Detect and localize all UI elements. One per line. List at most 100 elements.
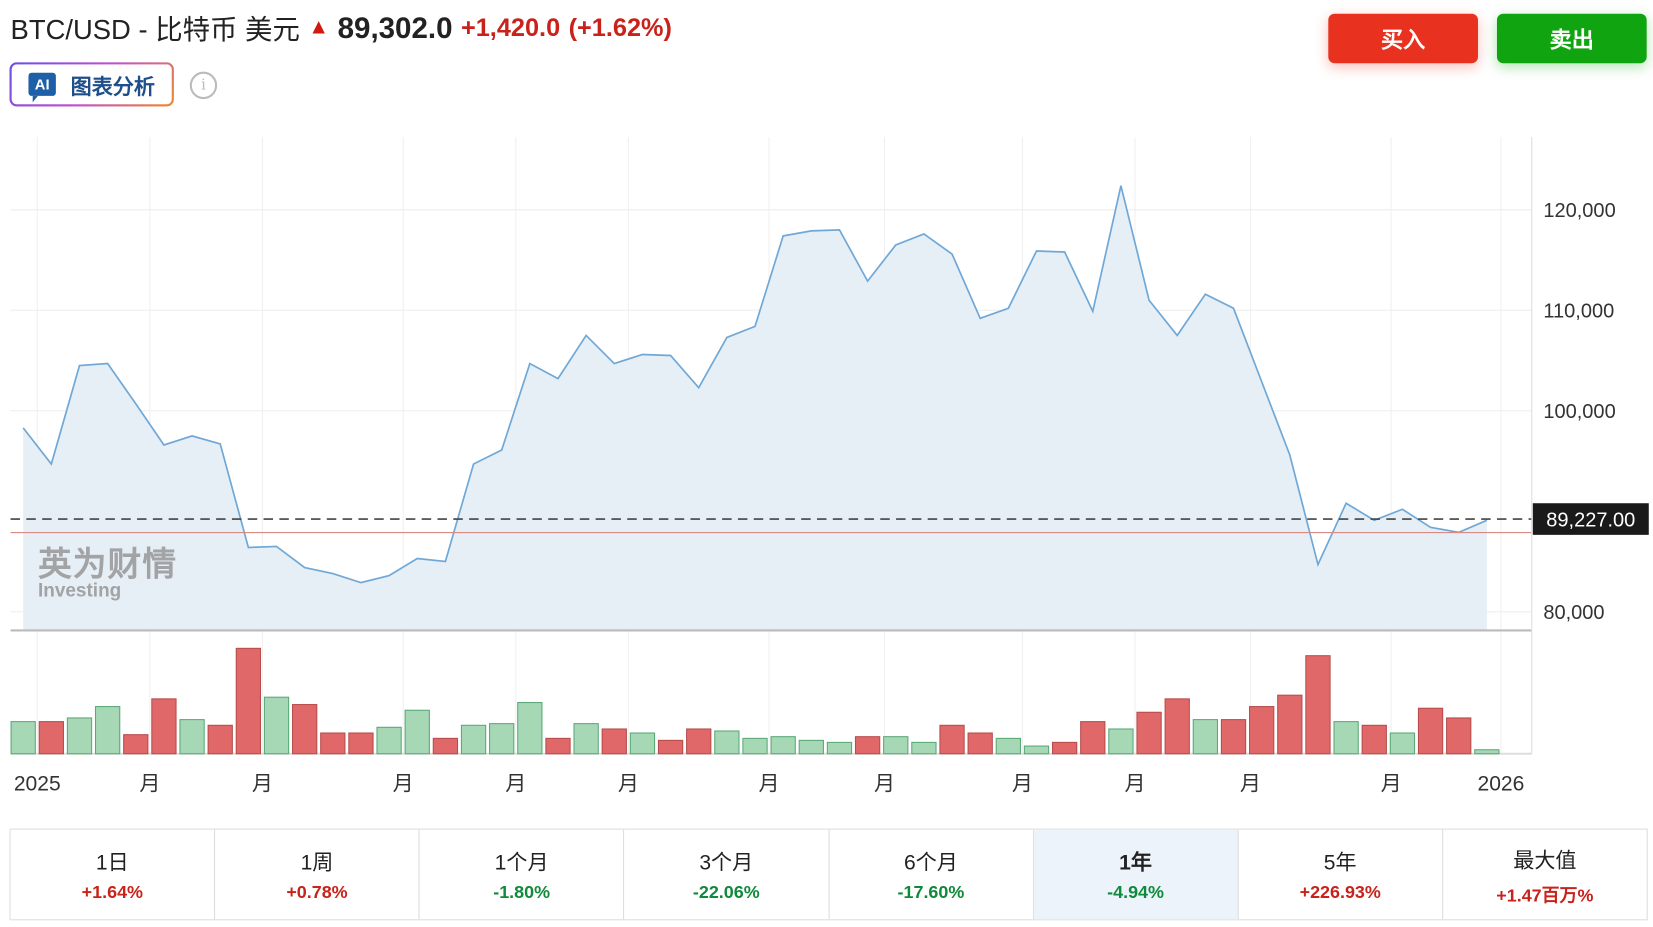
period-tab[interactable]: 1周 +0.78% — [215, 829, 420, 920]
volume-bar — [151, 698, 177, 755]
volume-bar — [94, 706, 121, 755]
volume-bar — [1277, 694, 1303, 755]
volume-bar — [1080, 721, 1106, 755]
period-label: 5年 — [1323, 851, 1357, 875]
volume-bar — [10, 721, 36, 755]
watermark-cn: 英为财情 — [37, 545, 178, 583]
volume-bar — [263, 696, 290, 755]
volume-bar — [517, 702, 543, 755]
volume-bar — [545, 737, 571, 755]
period-change: -17.60% — [897, 882, 965, 903]
period-label: 1个月 — [494, 851, 549, 875]
investing-watermark-logo: 英为财情 Investing — [38, 538, 177, 602]
volume-bar — [1164, 698, 1190, 755]
buy-button[interactable]: 买入 — [1328, 13, 1478, 64]
period-label: 1日 — [95, 851, 129, 875]
period-label: 6个月 — [903, 851, 958, 875]
volume-bar — [1446, 717, 1472, 755]
volume-bar — [657, 739, 684, 755]
volume-bar — [826, 741, 853, 755]
volume-bar — [1136, 711, 1162, 755]
watermark-en: Investing — [38, 580, 177, 602]
volume-bar — [66, 717, 93, 755]
volume-bar — [854, 736, 881, 755]
ai-button-label: 图表分析 — [70, 75, 155, 99]
y-tick-label: 120,000 — [1543, 200, 1615, 222]
x-tick-label: 月 — [618, 773, 639, 796]
volume-bar — [742, 737, 768, 755]
period-change: -22.06% — [692, 882, 760, 903]
period-tab[interactable]: 1个月 -1.80% — [420, 829, 625, 920]
volume-bar — [1389, 732, 1416, 755]
x-tick-label: 月 — [874, 773, 895, 796]
volume-bar — [1333, 721, 1359, 755]
period-tab[interactable]: 1日 +1.64% — [11, 829, 216, 920]
ai-chart-analysis-button[interactable]: AI 图表分析 — [9, 62, 173, 106]
volume-bar — [460, 724, 487, 755]
volume-bar — [1192, 719, 1219, 755]
period-tab[interactable]: 1年 -4.94% — [1033, 829, 1239, 920]
price-chart[interactable]: 80,000 100,000 110,000 120,000 89,227.00 2025… — [0, 127, 1653, 802]
instrument-header: BTC/USD - 比特币 美元 ▲ 89,302.0 +1,420.0 (+1… — [11, 8, 672, 47]
volume-bar — [320, 732, 346, 755]
period-label: 1周 — [300, 851, 334, 875]
volume-bar — [404, 709, 430, 755]
volume-bar — [1220, 719, 1247, 755]
y-tick-label: 100,000 — [1543, 401, 1615, 423]
volume-bar — [629, 732, 656, 755]
current-price-tag — [1532, 503, 1649, 535]
period-tab[interactable]: 3个月 -22.06% — [624, 829, 830, 920]
volume-bar — [489, 723, 515, 755]
volume-bar — [179, 719, 205, 755]
volume-bar — [1051, 741, 1078, 755]
price-change: +1,420.0 — [460, 13, 561, 42]
current-price-label: 89,227.00 — [1546, 509, 1635, 531]
volume-bar — [686, 728, 712, 755]
volume-bar — [1417, 707, 1444, 755]
volume-bar — [1305, 655, 1331, 755]
period-tab[interactable]: 5年 +226.93% — [1238, 829, 1444, 920]
period-tab[interactable]: 最大值 +1.47百万% — [1443, 830, 1647, 920]
volume-bar — [292, 704, 318, 755]
period-tab[interactable]: 6个月 -17.60% — [829, 829, 1034, 920]
x-tick-label: 月 — [252, 773, 273, 796]
up-arrow-icon: ▲ — [308, 15, 330, 40]
period-label: 3个月 — [699, 851, 754, 875]
volume-bar — [1474, 749, 1500, 755]
period-change: +226.93% — [1299, 882, 1381, 903]
volume-bar — [883, 736, 909, 755]
volume-bar — [376, 726, 402, 755]
info-icon[interactable]: i — [189, 71, 218, 100]
period-label: 最大值 — [1513, 849, 1577, 873]
x-tick-label: 月 — [1240, 773, 1261, 796]
volume-bar — [939, 724, 965, 755]
volume-bar — [573, 723, 599, 755]
x-tick-label: 2026 — [1477, 773, 1524, 796]
ai-icon: AI — [28, 72, 56, 103]
volume-bar — [911, 741, 937, 755]
volume-bar — [235, 647, 262, 755]
period-change: -1.80% — [493, 882, 551, 903]
sell-button[interactable]: 卖出 — [1496, 13, 1647, 64]
period-tabs: 1日 +1.64% 1周 +0.78% 1个月 -1.80% 3个月 -22.06% 6个月 -1… — [9, 828, 1648, 921]
volume-bar — [348, 732, 374, 755]
period-label: 1年 — [1119, 851, 1152, 875]
x-tick-label: 2025 — [14, 773, 61, 796]
instrument-name: BTC/USD - 比特币 美元 — [10, 13, 300, 46]
price-change-percent: (+1.62%) — [568, 13, 672, 42]
x-tick-label: 月 — [139, 773, 160, 796]
y-tick-label: 80,000 — [1543, 602, 1604, 624]
price-area — [23, 185, 1487, 631]
volume-bar — [38, 721, 64, 755]
period-change: -4.94% — [1107, 882, 1164, 903]
volume-bar — [1249, 706, 1275, 755]
period-change: +0.78% — [286, 882, 348, 903]
volume-bar — [798, 739, 824, 755]
period-change: +1.64% — [81, 882, 143, 903]
x-tick-label: 月 — [1012, 773, 1033, 796]
x-tick-label: 月 — [759, 773, 780, 796]
volume-bar — [1023, 745, 1050, 755]
volume-bar — [770, 736, 796, 755]
watermark-en-text: Investing — [37, 579, 122, 601]
volume-bar — [601, 728, 627, 755]
